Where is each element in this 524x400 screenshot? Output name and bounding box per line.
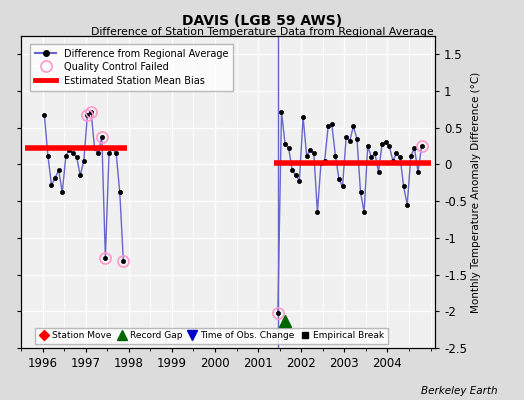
Text: Berkeley Earth: Berkeley Earth bbox=[421, 386, 498, 396]
Legend: Station Move, Record Gap, Time of Obs. Change, Empirical Break: Station Move, Record Gap, Time of Obs. C… bbox=[35, 328, 388, 344]
Text: DAVIS (LGB 59 AWS): DAVIS (LGB 59 AWS) bbox=[182, 14, 342, 28]
Y-axis label: Monthly Temperature Anomaly Difference (°C): Monthly Temperature Anomaly Difference (… bbox=[471, 71, 481, 313]
Text: Difference of Station Temperature Data from Regional Average: Difference of Station Temperature Data f… bbox=[91, 27, 433, 37]
